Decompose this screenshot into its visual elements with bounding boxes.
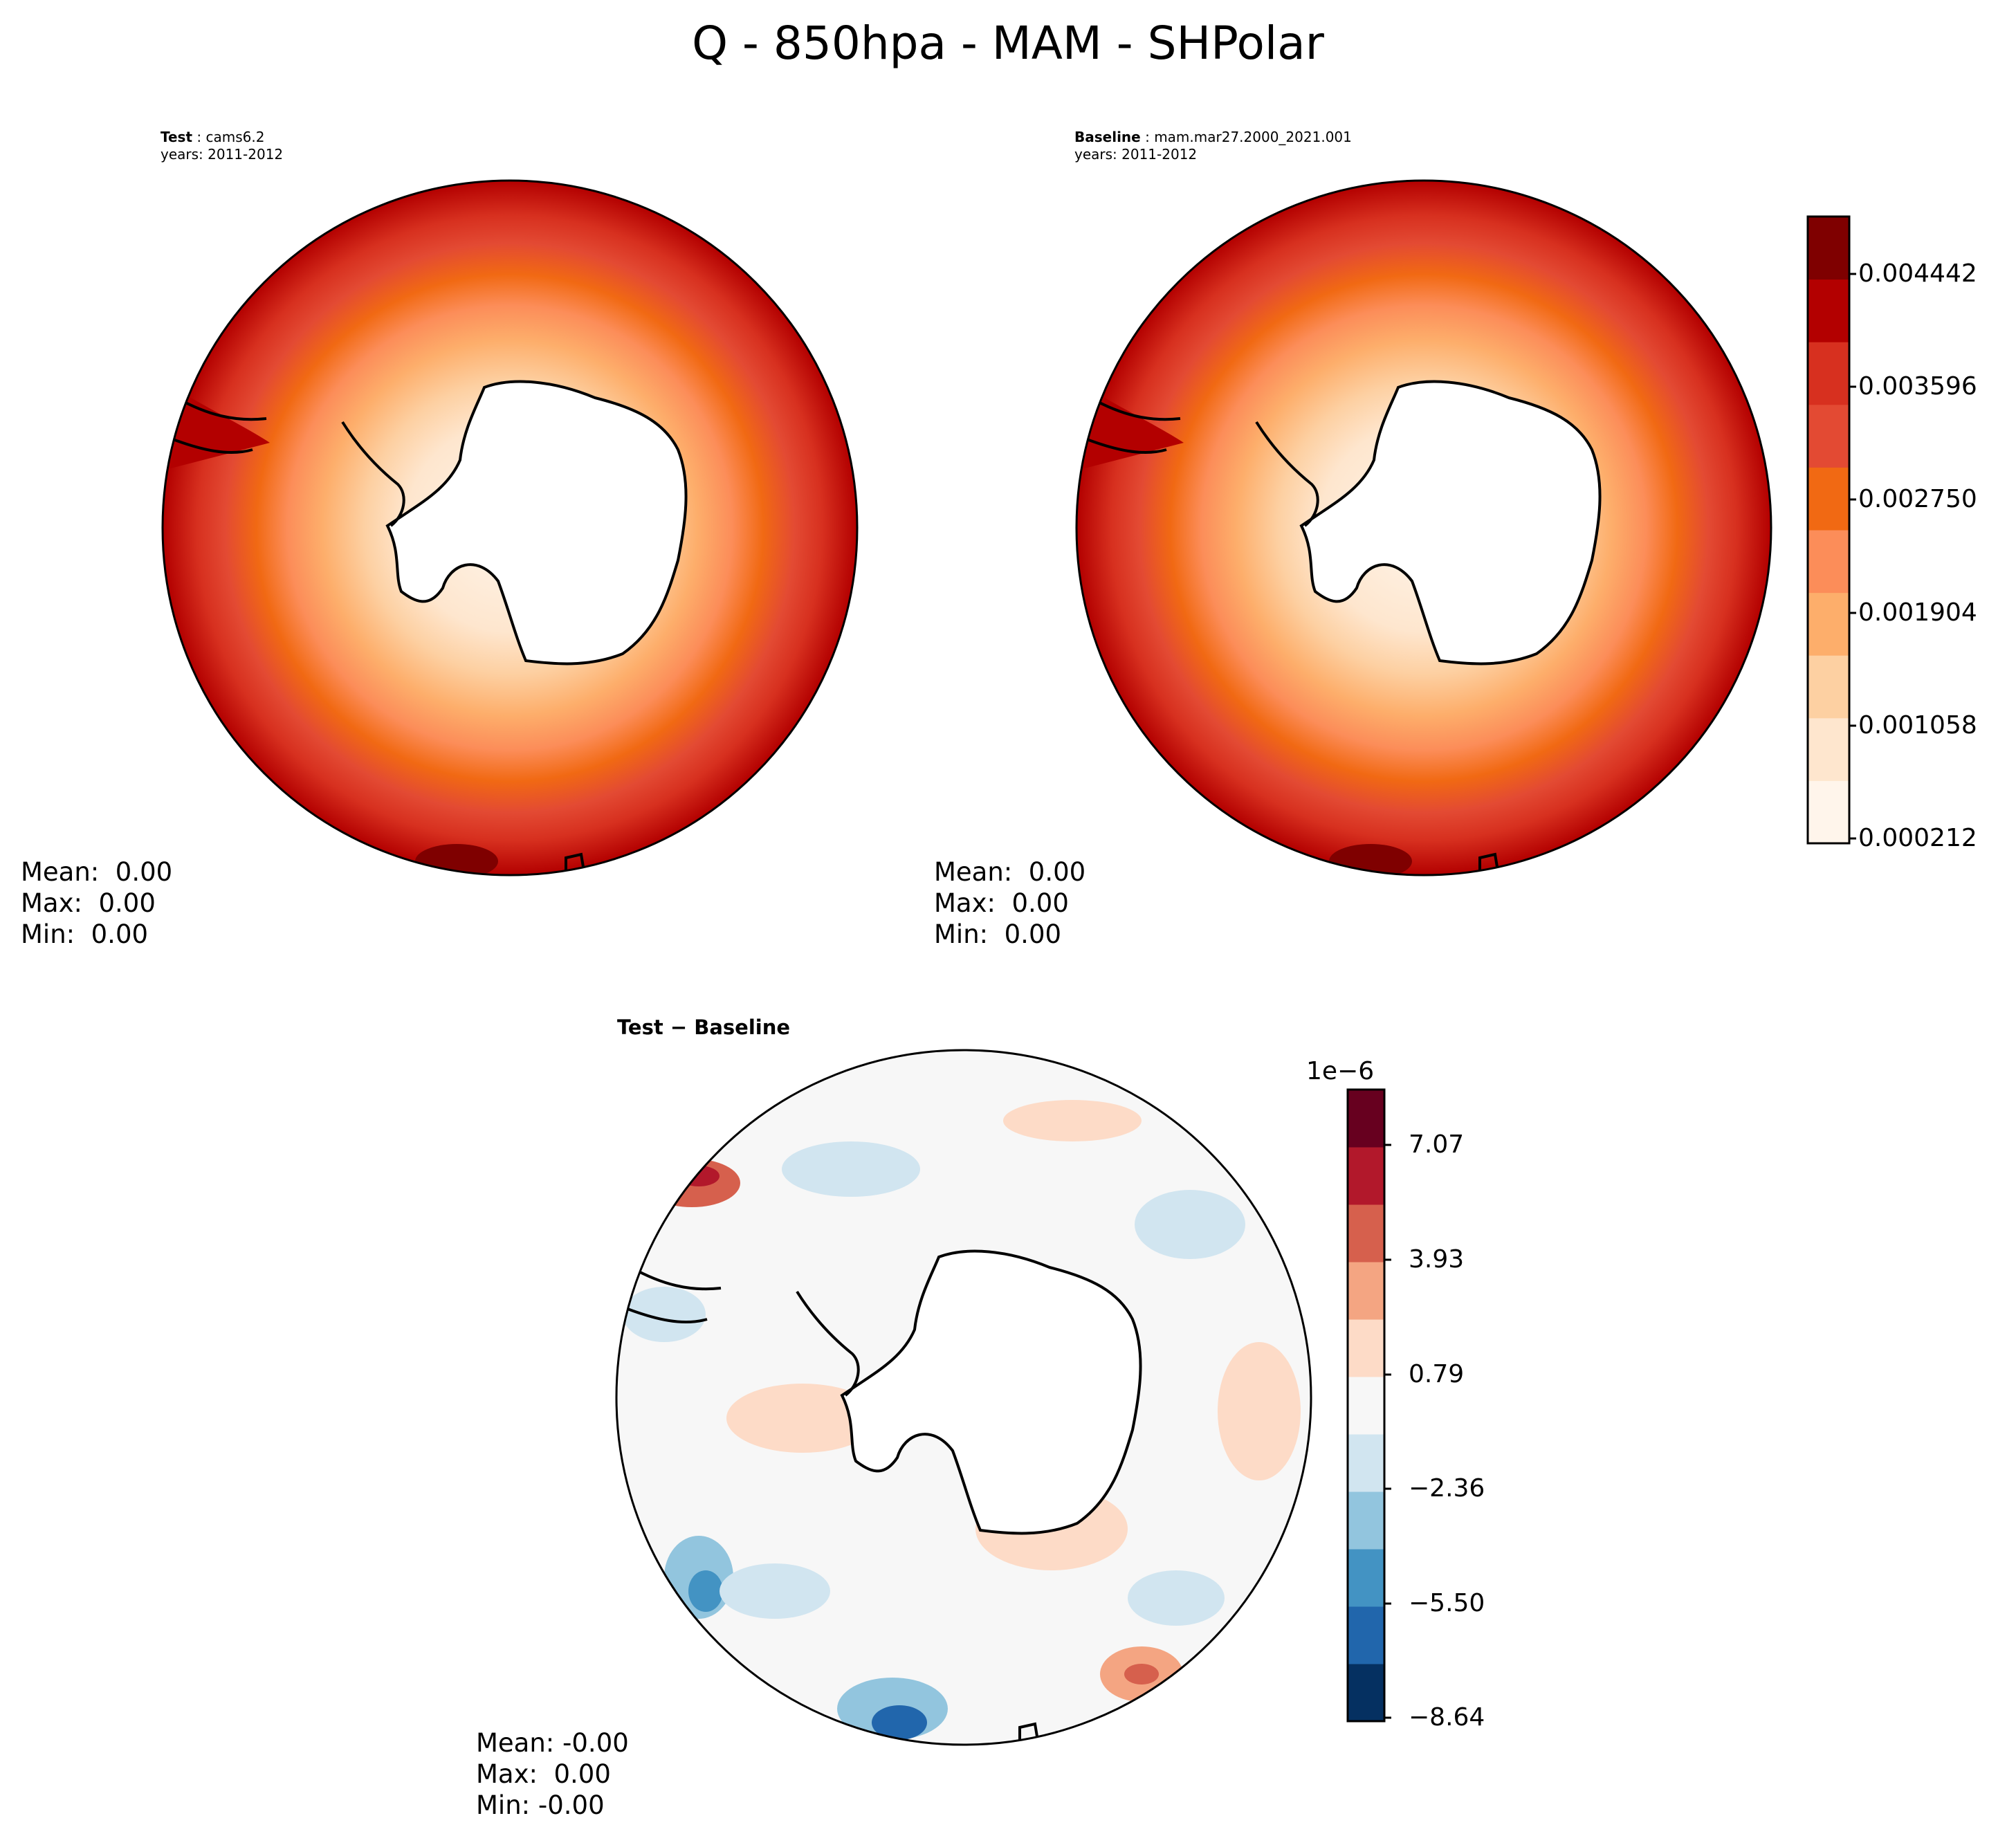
- diff-colorbar-tick: −5.50: [1409, 1589, 1485, 1617]
- diff-max: Max: 0.00: [476, 1759, 611, 1789]
- diff-colorbar-exponent: 1e−6: [1306, 1057, 1375, 1085]
- baseline-map-coast-bottom: [1478, 852, 1501, 875]
- diff-colorbar-segment: [1348, 1549, 1384, 1607]
- main-colorbar-segment: [1808, 467, 1849, 531]
- diff-colorbar-segment: [1348, 1491, 1384, 1550]
- diff-colorbar-tick: −2.36: [1409, 1474, 1485, 1503]
- test-map-antarctica: [385, 380, 688, 666]
- figure-title: Q - 850hpa - MAM - SHPolar: [692, 17, 1324, 70]
- test-panel-title: Test : cams6.2: [161, 129, 265, 145]
- main-colorbar-tick: 0.001904: [1858, 598, 1977, 627]
- test-label: Test: [161, 129, 193, 145]
- diff-colorbar-segment: [1348, 1147, 1384, 1205]
- test-min: Min: 0.00: [21, 919, 149, 949]
- test-map-high-patch: [163, 387, 270, 470]
- main-colorbar-segment: [1808, 404, 1849, 468]
- diff-colorbar-tick: 7.07: [1409, 1130, 1465, 1159]
- diff-panel-title: Test − Baseline: [617, 1016, 791, 1039]
- main-colorbar-segment: [1808, 342, 1849, 405]
- diff-colorbar-tick: 3.93: [1409, 1245, 1465, 1274]
- test-mean: Mean: 0.00: [21, 857, 173, 887]
- main-colorbar-tick: 0.003596: [1858, 372, 1977, 401]
- diff-stats: Mean: -0.00 Max: 0.00 Min: -0.00: [476, 1727, 629, 1821]
- diff-map-blotches: [623, 1100, 1301, 1740]
- main-colorbar-tick: 0.002750: [1858, 485, 1977, 513]
- diff-mean: Mean: -0.00: [476, 1728, 629, 1758]
- diff-colorbar-segment: [1348, 1664, 1384, 1722]
- diff-min: Min: -0.00: [476, 1790, 605, 1820]
- main-colorbar-segment: [1808, 279, 1849, 342]
- main-colorbar-tick: 0.004442: [1858, 259, 1977, 288]
- baseline-max: Max: 0.00: [934, 888, 1069, 918]
- main-colorbar-segment: [1808, 780, 1849, 844]
- main-colorbar-tick: 0.001058: [1858, 711, 1977, 740]
- test-map-coast-bottom: [565, 852, 587, 875]
- baseline-stats: Mean: 0.00 Max: 0.00 Min: 0.00: [934, 856, 1085, 950]
- test-case-name: cams6.2: [205, 129, 265, 145]
- baseline-map: [1075, 179, 1772, 876]
- diff-colorbar-tick: 0.79: [1409, 1360, 1465, 1388]
- baseline-years: years: 2011-2012: [1074, 146, 1198, 163]
- baseline-map-antarctica: [1299, 380, 1602, 666]
- baseline-mean: Mean: 0.00: [934, 857, 1086, 887]
- main-colorbar: [1806, 215, 1856, 845]
- test-years: years: 2011-2012: [161, 146, 284, 163]
- diff-map-frame: [615, 1049, 1312, 1746]
- baseline-min: Min: 0.00: [934, 919, 1062, 949]
- diff-colorbar-tick: −8.64: [1409, 1703, 1485, 1732]
- test-stats: Mean: 0.00 Max: 0.00 Min: 0.00: [21, 856, 172, 950]
- test-map-peninsula: [341, 421, 405, 527]
- main-colorbar-frame: [1806, 215, 1851, 845]
- diff-colorbar-segment: [1348, 1262, 1384, 1320]
- main-colorbar-segment: [1808, 717, 1849, 781]
- diff-map-south-america: [627, 1266, 722, 1324]
- diff-colorbar-segment: [1348, 1090, 1384, 1148]
- diff-colorbar-segment: [1348, 1377, 1384, 1435]
- baseline-label: Baseline: [1074, 129, 1141, 145]
- test-map-frame: [161, 179, 859, 876]
- baseline-panel-title: Baseline : mam.mar27.2000_2021.001: [1074, 129, 1352, 145]
- baseline-map-frame: [1075, 179, 1772, 876]
- diff-map: [615, 1049, 1312, 1746]
- main-colorbar-tick: 0.000212: [1858, 824, 1977, 852]
- diff-colorbar-frame: [1346, 1088, 1386, 1723]
- baseline-map-peninsula: [1255, 421, 1319, 527]
- diff-colorbar-segment: [1348, 1204, 1384, 1263]
- diff-map-peninsula: [796, 1290, 860, 1397]
- main-colorbar-segment: [1808, 530, 1849, 594]
- diff-colorbar-segment: [1348, 1606, 1384, 1664]
- main-colorbar-segment: [1808, 655, 1849, 719]
- main-colorbar-segment: [1808, 592, 1849, 656]
- test-map: [161, 179, 859, 876]
- baseline-case-name: mam.mar27.2000_2021.001: [1154, 129, 1352, 145]
- diff-map-antarctica: [840, 1249, 1142, 1535]
- diff-colorbar-segment: [1348, 1434, 1384, 1492]
- diff-colorbar: [1346, 1088, 1391, 1723]
- diff-colorbar-segment: [1348, 1319, 1384, 1377]
- diff-map-coast-bottom: [1018, 1722, 1041, 1745]
- test-max: Max: 0.00: [21, 888, 156, 918]
- baseline-map-high-patch: [1076, 387, 1184, 470]
- main-colorbar-segment: [1808, 217, 1849, 280]
